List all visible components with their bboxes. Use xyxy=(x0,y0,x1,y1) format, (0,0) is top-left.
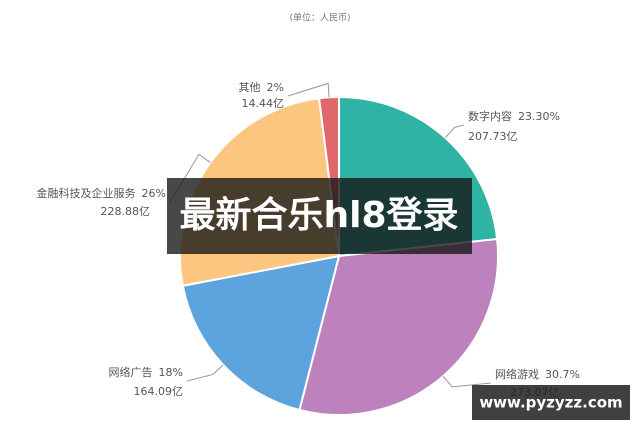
slice-label: 网络广告 18% xyxy=(109,365,183,379)
slice-name: 其他 xyxy=(239,81,261,94)
slice-name: 金融科技及企业服务 xyxy=(37,186,136,200)
slice-name: 数字内容 xyxy=(468,109,512,123)
slice-amount: 164.09亿 xyxy=(134,385,184,398)
leader-line xyxy=(442,375,492,388)
leader-line xyxy=(186,364,224,382)
slice-name: 网络游戏 xyxy=(495,367,539,381)
leader-line xyxy=(287,82,330,98)
banner-bg xyxy=(167,178,472,254)
slice-amount: 228.88亿 xyxy=(101,205,151,218)
slice-amount: 14.44亿 xyxy=(242,97,285,110)
watermark-bg xyxy=(472,385,630,420)
slice-percent: 30.7% xyxy=(545,368,580,381)
leader-line xyxy=(444,124,465,139)
slice-name: 网络广告 xyxy=(109,365,153,379)
slice-label: 数字内容 23.30% xyxy=(468,109,560,123)
slice-percent: 2% xyxy=(267,81,284,94)
slice-label: 其他 2% xyxy=(239,81,284,94)
slice-amount: 207.73亿 xyxy=(468,130,518,143)
slice-percent: 23.30% xyxy=(518,110,560,123)
slice-label: 网络游戏 30.7% xyxy=(495,367,580,381)
watermark-text: www.pyzyzz.com xyxy=(479,394,622,412)
chart-subtitle: (单位：人民币) xyxy=(289,12,350,24)
slice-percent: 26% xyxy=(142,187,166,200)
slice-label: 金融科技及企业服务 26% xyxy=(37,186,166,200)
slice-percent: 18% xyxy=(159,366,183,379)
banner-text: 最新合乐hl8登录 xyxy=(179,195,458,236)
